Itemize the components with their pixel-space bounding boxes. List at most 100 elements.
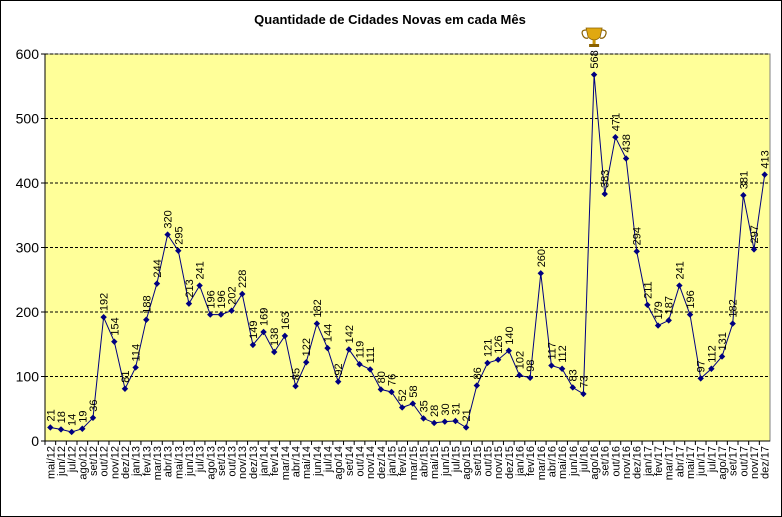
x-tick-label: nov/12 xyxy=(109,446,121,479)
data-label: 241 xyxy=(674,261,686,279)
y-tick-label: 300 xyxy=(16,240,40,256)
x-tick-label: set/16 xyxy=(600,446,612,476)
data-label: 196 xyxy=(216,290,228,308)
data-point xyxy=(111,338,118,345)
x-tick-label: jun/15 xyxy=(440,446,452,477)
data-point xyxy=(228,307,235,314)
x-tick-label: mar/16 xyxy=(536,446,548,480)
data-point xyxy=(761,171,768,178)
gridlines xyxy=(45,53,770,377)
data-label: 14 xyxy=(67,414,79,426)
data-label: 244 xyxy=(152,259,164,277)
data-label: 98 xyxy=(525,360,537,372)
trophy-icon xyxy=(581,27,607,47)
data-label: 112 xyxy=(557,345,569,363)
data-point xyxy=(537,270,544,277)
data-label: 19 xyxy=(77,410,89,422)
data-label: 241 xyxy=(195,261,207,279)
data-point xyxy=(271,348,278,356)
x-tick-label: fev/15 xyxy=(397,446,409,476)
data-label: 35 xyxy=(418,400,430,412)
data-label: 30 xyxy=(440,403,452,415)
data-label: 260 xyxy=(536,249,548,267)
data-label: 294 xyxy=(632,227,644,245)
x-tick-label: dez/15 xyxy=(504,446,516,479)
data-point xyxy=(121,385,129,392)
x-tick-label: mai/13 xyxy=(173,446,185,479)
data-point xyxy=(718,353,726,360)
y-tick-label: 500 xyxy=(16,111,40,127)
data-point xyxy=(292,382,299,390)
data-point xyxy=(249,341,257,349)
data-point xyxy=(47,424,54,431)
data-label: 142 xyxy=(344,325,356,343)
x-tick-label: jul/15 xyxy=(450,446,462,473)
data-point xyxy=(590,71,598,78)
x-tick-label: ago/17 xyxy=(717,446,729,480)
data-label: 179 xyxy=(653,301,665,319)
data-point xyxy=(324,344,331,352)
data-point xyxy=(185,300,193,307)
x-tick-label: jul/16 xyxy=(578,446,590,473)
data-point xyxy=(132,364,139,371)
data-point xyxy=(612,134,619,141)
x-tick-label: jun/14 xyxy=(312,446,324,477)
x-tick-label: jul/12 xyxy=(67,446,79,473)
data-label: 83 xyxy=(568,369,580,381)
data-label: 381 xyxy=(738,171,750,189)
data-label: 52 xyxy=(397,389,409,401)
data-label: 568 xyxy=(589,50,601,68)
data-point xyxy=(366,366,374,373)
x-tick-label: ago/14 xyxy=(333,446,345,480)
x-tick-label: abr/15 xyxy=(418,446,430,477)
data-point xyxy=(398,404,406,411)
data-label: 131 xyxy=(717,332,729,350)
data-label: 21 xyxy=(45,409,57,421)
data-label: 80 xyxy=(376,371,388,383)
data-point xyxy=(494,356,502,363)
data-label: 112 xyxy=(706,345,718,363)
x-tick-label: out/13 xyxy=(227,446,239,477)
x-tick-label: set/14 xyxy=(344,446,356,476)
data-point xyxy=(622,155,630,162)
data-point xyxy=(548,362,555,369)
x-tick-label: mar/17 xyxy=(664,446,676,480)
data-point xyxy=(644,301,651,309)
data-point xyxy=(196,282,203,289)
x-tick-label: jun/12 xyxy=(56,446,68,477)
data-point xyxy=(153,280,161,287)
data-point xyxy=(633,248,640,255)
data-label: 154 xyxy=(109,317,121,335)
data-point xyxy=(175,247,182,254)
x-tick-label: set/15 xyxy=(472,446,484,476)
data-point xyxy=(79,425,86,432)
data-label: 213 xyxy=(184,279,196,297)
data-label: 211 xyxy=(642,281,654,299)
data-point xyxy=(601,190,608,198)
data-label: 140 xyxy=(504,326,516,344)
data-label: 119 xyxy=(355,341,367,359)
x-axis: mai/12jun/12jul/12ago/12set/12out/12nov/… xyxy=(44,440,772,480)
data-label: 297 xyxy=(749,225,761,243)
y-axis: 0 100 200 300 400 500 600 xyxy=(16,46,46,449)
data-point xyxy=(239,290,246,298)
x-tick-label: set/17 xyxy=(728,446,740,476)
x-tick-label: jul/13 xyxy=(195,446,207,473)
y-tick-label: 0 xyxy=(31,433,39,449)
data-point xyxy=(462,424,470,431)
x-tick-label: jun/17 xyxy=(696,446,708,477)
x-tick-label: ago/12 xyxy=(77,446,89,480)
x-tick-label: nov/15 xyxy=(493,446,505,479)
x-tick-label: dez/12 xyxy=(120,446,132,479)
x-tick-label: dez/14 xyxy=(376,446,388,479)
y-tick-label: 200 xyxy=(16,304,40,320)
data-point xyxy=(313,320,321,327)
series-line xyxy=(50,74,766,433)
data-label: 438 xyxy=(621,134,633,152)
data-point xyxy=(452,417,459,425)
data-point xyxy=(526,374,534,381)
x-tick-label: set/12 xyxy=(88,446,100,476)
x-tick-label: mai/14 xyxy=(301,446,313,479)
data-label: 228 xyxy=(237,270,249,288)
x-tick-label: ago/16 xyxy=(589,446,601,480)
